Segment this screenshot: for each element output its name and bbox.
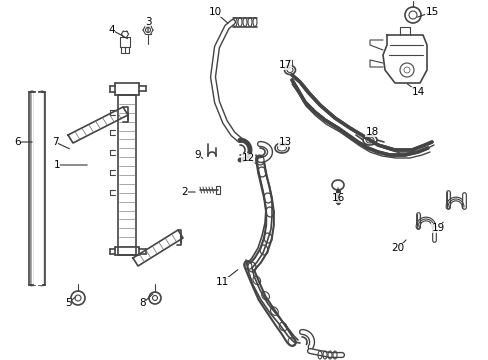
Text: 16: 16 (331, 193, 344, 203)
Text: 10: 10 (208, 7, 221, 17)
Text: 11: 11 (215, 277, 228, 287)
Text: 17: 17 (278, 60, 291, 70)
Text: 4: 4 (108, 25, 115, 35)
Text: 19: 19 (430, 223, 444, 233)
Text: 5: 5 (64, 298, 71, 308)
Text: 12: 12 (241, 153, 254, 163)
Text: 2: 2 (182, 187, 188, 197)
Text: 14: 14 (410, 87, 424, 97)
Text: 9: 9 (194, 150, 201, 160)
Text: 8: 8 (140, 298, 146, 308)
Text: 13: 13 (278, 137, 291, 147)
Text: 6: 6 (15, 137, 21, 147)
Text: 3: 3 (144, 17, 151, 27)
Polygon shape (382, 35, 426, 83)
Text: 18: 18 (365, 127, 378, 137)
Polygon shape (68, 107, 128, 143)
Text: 15: 15 (425, 7, 438, 17)
Text: 1: 1 (54, 160, 60, 170)
Text: 20: 20 (390, 243, 404, 253)
Polygon shape (133, 230, 183, 266)
Text: 7: 7 (52, 137, 58, 147)
